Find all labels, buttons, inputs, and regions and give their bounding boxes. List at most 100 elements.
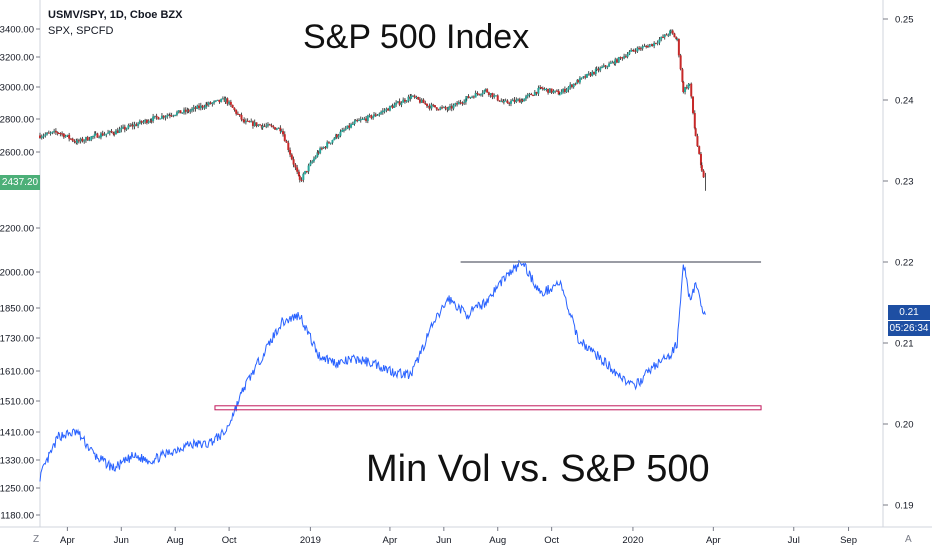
- right-price-axis[interactable]: 0.25 0.24 0.23 0.22 0.21 0.20 0.19: [883, 15, 914, 512]
- candle-down: [432, 104, 435, 106]
- candle-up: [617, 57, 620, 63]
- zoom-button[interactable]: Z: [33, 534, 40, 545]
- candle-up: [447, 107, 450, 110]
- candle-up: [517, 99, 520, 101]
- candle-up: [257, 124, 260, 126]
- candle-up: [66, 134, 69, 136]
- candle-up: [494, 95, 497, 97]
- candle-up: [319, 148, 322, 154]
- candle-up: [228, 101, 231, 104]
- candle-up: [410, 96, 413, 99]
- candle-up: [160, 115, 163, 119]
- left-tick-label: 1610.00: [0, 367, 34, 378]
- candle-up: [172, 115, 175, 117]
- candle-up: [515, 99, 518, 102]
- candle-down: [498, 100, 501, 102]
- candle-down: [459, 102, 462, 104]
- candle-down: [696, 136, 699, 147]
- candle-up: [341, 129, 344, 132]
- candle-down: [702, 170, 705, 178]
- candle-up: [560, 91, 563, 95]
- candle-up: [49, 132, 52, 134]
- candle-up: [504, 100, 507, 102]
- candle-down: [584, 76, 587, 78]
- candle-up: [90, 136, 93, 140]
- candle-down: [682, 81, 685, 93]
- candle-up: [562, 88, 565, 92]
- left-last-price-tag: 2437.20: [0, 175, 40, 190]
- candle-down: [675, 37, 678, 40]
- candle-up: [314, 156, 317, 159]
- candle-down: [96, 133, 99, 138]
- legend-overlay-symbol[interactable]: SPX, SPCFD: [48, 25, 114, 37]
- candle-up: [203, 107, 206, 109]
- right-tick-label: 0.24: [895, 96, 914, 107]
- candle-down: [624, 56, 627, 58]
- candle-down: [461, 102, 464, 104]
- candle-up: [79, 138, 82, 142]
- candle-down: [201, 105, 204, 108]
- ratio-line: [39, 259, 706, 482]
- candle-down: [398, 101, 401, 105]
- candle-down: [506, 100, 509, 103]
- support-level-box[interactable]: [214, 405, 762, 411]
- candle-down: [268, 124, 271, 126]
- candle-down: [300, 179, 303, 181]
- candle-down: [518, 99, 521, 103]
- spx-candles: [39, 29, 706, 191]
- candle-up: [107, 132, 110, 134]
- candle-up: [221, 98, 224, 100]
- candle-up: [663, 34, 666, 38]
- candle-up: [452, 105, 455, 109]
- candle-down: [589, 73, 592, 76]
- legend-main-symbol[interactable]: USMV/SPY, 1D, Cboe BZX: [48, 9, 183, 21]
- drawn-levels[interactable]: [214, 261, 762, 411]
- candle-down: [521, 99, 524, 102]
- time-tick-label: 2019: [300, 535, 321, 546]
- candle-up: [309, 162, 312, 166]
- time-tick-label: Apr: [383, 535, 398, 546]
- candle-up: [84, 137, 87, 141]
- time-axis[interactable]: Apr Jun Aug Oct 2019 Apr Jun Aug Oct 2020 Apr Jul Se…: [60, 527, 857, 546]
- candle-down: [417, 97, 420, 100]
- candle-up: [630, 49, 633, 52]
- time-tick-label: Jun: [114, 535, 129, 546]
- candle-down: [433, 105, 436, 108]
- candle-up: [342, 129, 345, 131]
- candle-down: [690, 83, 693, 97]
- candle-down: [698, 146, 701, 154]
- candle-up: [669, 30, 672, 32]
- candle-up: [354, 120, 357, 122]
- candle-down: [535, 91, 538, 94]
- candle-down: [604, 65, 607, 67]
- candle-up: [533, 91, 536, 96]
- candle-down: [235, 109, 238, 114]
- candle-down: [356, 120, 359, 122]
- candle-up: [483, 90, 486, 93]
- candle-up: [192, 107, 195, 109]
- candle-down: [162, 115, 165, 118]
- candle-down: [77, 140, 80, 142]
- candle-down: [428, 106, 431, 109]
- candle-up: [656, 42, 659, 44]
- candle-up: [277, 127, 280, 129]
- candle-down: [491, 93, 494, 98]
- candle-up: [125, 128, 128, 130]
- candle-down: [285, 141, 288, 143]
- auto-scale-button[interactable]: A: [905, 534, 912, 545]
- candle-down: [673, 33, 676, 38]
- candle-down: [140, 120, 143, 123]
- candle-up: [608, 63, 611, 67]
- candle-down: [179, 110, 182, 114]
- candle-down: [645, 45, 648, 47]
- candle-down: [476, 92, 479, 94]
- candle-up: [611, 61, 614, 63]
- candle-down: [68, 134, 71, 139]
- candle-up: [216, 99, 219, 101]
- candle-down: [155, 115, 158, 118]
- candle-up: [687, 84, 690, 89]
- candle-down: [557, 90, 560, 95]
- candle-up: [474, 92, 477, 98]
